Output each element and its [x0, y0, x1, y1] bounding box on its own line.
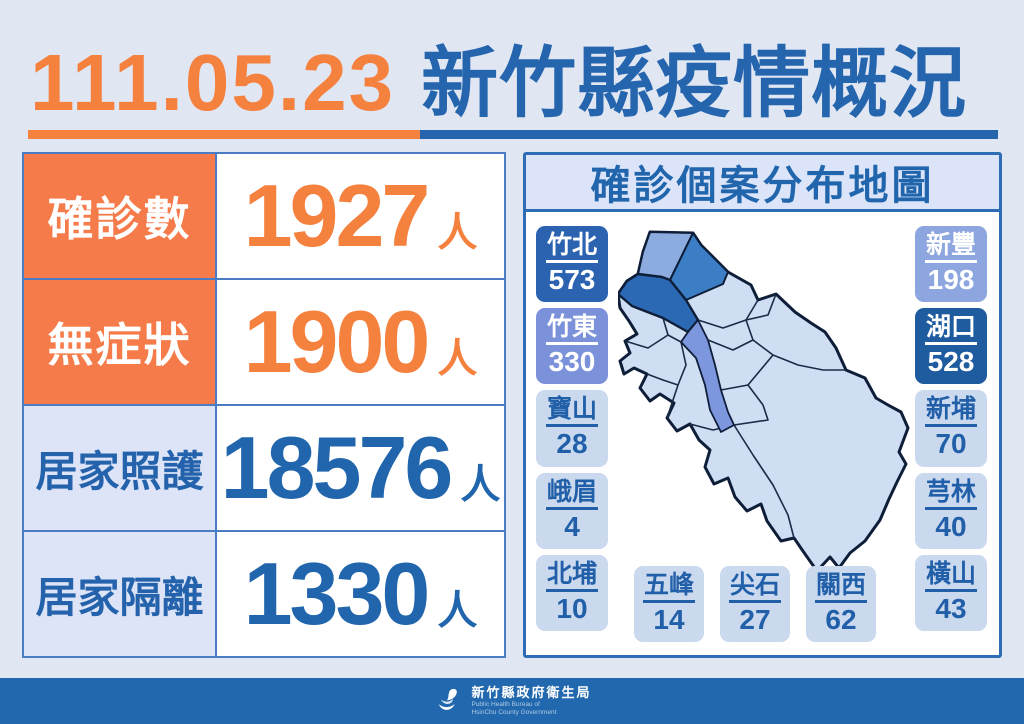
badge-qionglin: 芎林 40	[915, 472, 987, 549]
home-care-count: 18576	[220, 418, 454, 517]
org-name-en-line1: Public Health Bureau of	[471, 701, 540, 709]
badge-xinfeng: 新豐 198	[915, 226, 987, 303]
district-badges-left: 竹北 573 竹東 330 寶山 28 峨眉 4 北埔 10	[536, 226, 608, 631]
asymptomatic-count: 1900	[243, 292, 431, 391]
asymptomatic-unit: 人	[437, 337, 478, 381]
badge-wufeng-name: 五峰	[642, 570, 695, 603]
stat-value-asymptomatic: 1900 人	[217, 280, 504, 404]
badge-emei: 峨眉 4	[536, 472, 608, 549]
stat-value-home-isolation: 1330 人	[217, 532, 504, 656]
badge-jianshi: 尖石 27	[720, 565, 790, 642]
badge-zhudong-name: 竹東	[545, 312, 598, 346]
date-underline-segment	[28, 130, 420, 139]
confirmed-count: 1927	[243, 166, 431, 265]
stat-row-home-isolation: 居家隔離 1330 人	[24, 532, 504, 656]
badge-zhubei-name: 竹北	[545, 230, 598, 263]
badge-hukou-value: 528	[927, 346, 975, 378]
badge-hengshan-name: 橫山	[924, 559, 977, 592]
badge-hukou: 湖口 528	[915, 308, 987, 385]
badge-xinpu-name: 新埔	[924, 394, 977, 428]
page-title: 新竹縣疫情概況	[421, 41, 968, 127]
badge-zhubei-value: 573	[548, 264, 596, 295]
stat-value-confirmed: 1927 人	[217, 154, 504, 278]
badge-wufeng: 五峰 14	[634, 565, 704, 642]
stats-table: 確診數 1927 人 無症狀 1900 人 居家照護 18576 人 居家隔離 133…	[22, 152, 506, 658]
home-isolation-count: 1330	[243, 544, 431, 643]
stat-row-asymptomatic: 無症狀 1900 人	[24, 280, 504, 406]
badge-zhudong-value: 330	[548, 346, 596, 378]
confirmed-unit: 人	[437, 211, 478, 255]
badge-xinpu-value: 70	[935, 428, 967, 460]
stat-row-confirmed: 確診數 1927 人	[24, 154, 504, 280]
badge-zhubei: 竹北 573	[536, 226, 608, 303]
badge-beipu: 北埔 10	[536, 554, 608, 631]
stat-row-home-care: 居家照護 18576 人	[24, 406, 504, 532]
org-name-en-line2: HsinChu County Government	[471, 709, 557, 717]
badge-hengshan-value: 43	[935, 592, 967, 624]
badge-jianshi-name: 尖石	[728, 570, 781, 603]
district-badges-bottom: 五峰 14 尖石 27 關西 62	[634, 565, 876, 642]
badge-hukou-name: 湖口	[924, 312, 977, 346]
stat-label-asymptomatic: 無症狀	[24, 280, 217, 404]
district-zhudong-shape	[680, 319, 735, 433]
badge-xinpu: 新埔 70	[915, 390, 987, 467]
district-borders	[624, 293, 846, 539]
footer-bar: 新竹縣政府衛生局 Public Health Bureau of HsinChu…	[0, 678, 1024, 724]
stat-label-home-care: 居家照護	[24, 406, 217, 530]
badge-beipu-name: 北埔	[545, 559, 598, 592]
badge-beipu-value: 10	[556, 592, 588, 624]
report-date: 111.05.23	[30, 38, 396, 127]
badge-emei-name: 峨眉	[545, 477, 598, 510]
title-underline-segment	[420, 130, 998, 139]
badge-guanxi-value: 62	[825, 603, 857, 635]
badge-guanxi-name: 關西	[814, 570, 867, 603]
badge-baoshan: 寶山 28	[536, 390, 608, 467]
home-isolation-unit: 人	[437, 589, 478, 633]
badge-wufeng-value: 14	[653, 603, 685, 635]
badge-xinfeng-name: 新豐	[924, 230, 977, 263]
badge-qionglin-value: 40	[935, 510, 967, 542]
badge-zhudong: 竹東 330	[536, 308, 608, 385]
badge-hengshan: 橫山 43	[915, 554, 987, 631]
badge-qionglin-name: 芎林	[924, 477, 977, 510]
district-badges-right: 新豐 198 湖口 528 新埔 70 芎林 40 橫山 43	[915, 226, 987, 631]
badge-baoshan-name: 寶山	[545, 394, 598, 428]
org-name-zh: 新竹縣政府衛生局	[471, 685, 592, 701]
map-title: 確診個案分布地圖	[526, 155, 999, 212]
map-body: 竹北 573 竹東 330 寶山 28 峨眉 4 北埔 10 新豐	[526, 212, 999, 652]
badge-emei-value: 4	[564, 510, 580, 542]
health-bureau-logo-icon	[439, 688, 458, 710]
stat-label-confirmed: 確診數	[24, 154, 217, 278]
home-care-unit: 人	[460, 463, 501, 507]
header-underline	[28, 130, 998, 139]
county-map	[618, 230, 910, 573]
badge-jianshi-value: 27	[739, 603, 771, 635]
badge-xinfeng-value: 198	[927, 264, 975, 295]
stat-value-home-care: 18576 人	[217, 406, 504, 530]
badge-baoshan-value: 28	[556, 428, 588, 460]
footer-org-text: 新竹縣政府衛生局 Public Health Bureau of HsinChu…	[471, 685, 591, 717]
badge-guanxi: 關西 62	[806, 565, 876, 642]
stat-label-home-isolation: 居家隔離	[24, 532, 217, 656]
page-header: 111.05.23 新竹縣疫情概況	[30, 22, 996, 130]
map-panel: 確診個案分布地圖	[523, 152, 1002, 658]
